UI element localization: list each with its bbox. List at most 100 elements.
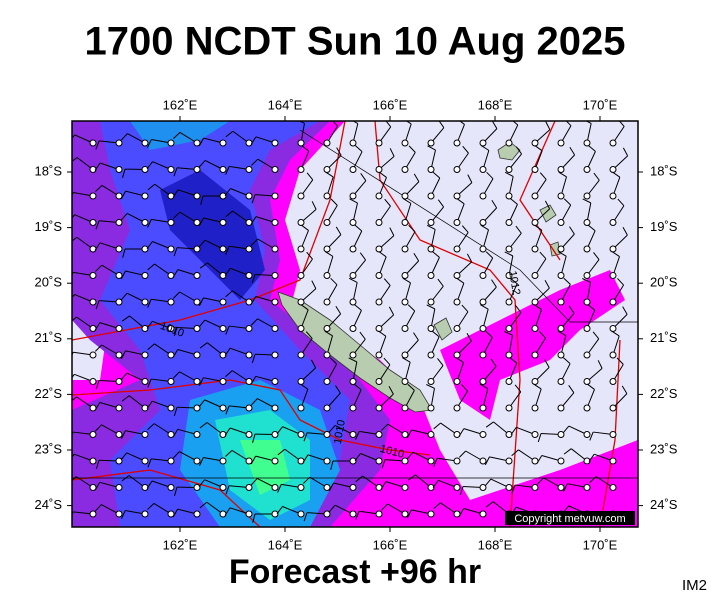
barb-flag <box>381 423 389 431</box>
barb-flag <box>306 172 314 181</box>
barb-flag <box>198 479 205 488</box>
barb-station <box>609 404 617 412</box>
barb-station <box>115 298 123 306</box>
barb-flag <box>72 316 77 322</box>
barb-flag <box>431 330 440 338</box>
barb-flag <box>120 213 128 221</box>
barb-station <box>219 219 227 226</box>
barb-flag <box>147 378 152 388</box>
lon-label: 170˚E <box>583 97 618 112</box>
barb-station <box>557 245 565 253</box>
barb-station <box>115 166 123 173</box>
barb-station <box>115 484 123 491</box>
barb-flag <box>479 383 489 390</box>
barb-station <box>479 272 487 279</box>
barb-station <box>453 219 461 226</box>
barb-flag <box>146 480 153 489</box>
barb-station <box>609 484 617 491</box>
island <box>549 241 561 257</box>
barb-flag <box>95 264 103 272</box>
barb-station <box>375 378 383 385</box>
barb-station <box>453 457 461 465</box>
barb-station <box>453 431 461 438</box>
barb-flag <box>120 350 126 360</box>
barb-flag <box>250 376 257 385</box>
barb-station <box>479 166 487 173</box>
barb-flag <box>147 299 152 308</box>
barb-flag <box>94 322 101 331</box>
barb-station <box>245 431 253 438</box>
barb-flag <box>355 475 363 483</box>
barb-flag <box>224 507 231 516</box>
barb-station <box>271 484 279 491</box>
barb-flag <box>147 263 155 271</box>
barb-flag <box>121 510 126 519</box>
barb-station <box>115 139 123 147</box>
barb-flag <box>94 242 101 251</box>
barb-flag <box>224 427 231 436</box>
barb-flag <box>514 384 522 393</box>
barb-station <box>193 139 201 147</box>
barb-flag <box>504 331 513 336</box>
barb-flag <box>146 241 153 249</box>
barb-flag <box>147 139 152 148</box>
barb-station <box>115 272 123 279</box>
barb-flag <box>544 279 550 289</box>
barb-station <box>115 245 123 253</box>
barb-station <box>583 298 591 306</box>
barb-flag <box>612 171 621 178</box>
barb-station <box>89 431 97 438</box>
barb-station <box>505 484 513 491</box>
isobar <box>374 121 521 527</box>
barb-flag <box>562 425 570 434</box>
barb-station <box>323 166 331 173</box>
barb-station <box>531 378 539 385</box>
barb-flag <box>250 398 258 406</box>
barb-flag <box>332 121 338 127</box>
barb-station <box>167 404 175 412</box>
barb-station <box>193 192 201 200</box>
barb-station <box>297 219 305 226</box>
barb-station <box>193 325 201 332</box>
barb-flag <box>120 452 128 461</box>
barb-station <box>219 378 227 385</box>
precip-green <box>240 440 290 495</box>
barb-station <box>167 166 175 173</box>
barb-station <box>297 351 305 359</box>
barb-station <box>401 166 409 173</box>
barb-flag <box>120 430 126 439</box>
barb-flag <box>534 145 543 152</box>
image-code: IM2 <box>682 577 707 594</box>
lat-label: 19˚S <box>35 219 63 234</box>
barb-station <box>401 431 409 438</box>
barb-station <box>401 245 409 253</box>
barb-station <box>557 378 565 385</box>
barb-flag <box>252 513 256 523</box>
barb-station <box>427 510 435 518</box>
contour-label: 1010 <box>332 419 348 445</box>
barb-station <box>193 219 201 226</box>
barb-flag <box>582 278 591 283</box>
barb-flag <box>611 251 620 258</box>
barb-flag <box>225 246 230 255</box>
barb-station <box>557 457 565 465</box>
barb-station <box>245 378 253 385</box>
barb-station <box>453 192 461 200</box>
barb-station <box>323 351 331 359</box>
barb-flag <box>378 251 387 258</box>
barb-station <box>115 378 123 385</box>
barb-flag <box>251 194 256 204</box>
barb-flag <box>224 347 231 356</box>
barb-station <box>89 351 97 359</box>
barb-station <box>583 245 591 253</box>
barb-flag <box>485 330 493 338</box>
barb-flag <box>510 198 518 205</box>
barb-flag <box>509 357 518 364</box>
barb-station <box>609 219 617 226</box>
barb-station <box>531 404 539 412</box>
barb-station <box>583 404 591 412</box>
barb-flag <box>225 166 230 175</box>
barb-station <box>141 245 149 253</box>
barb-flag <box>348 357 358 363</box>
